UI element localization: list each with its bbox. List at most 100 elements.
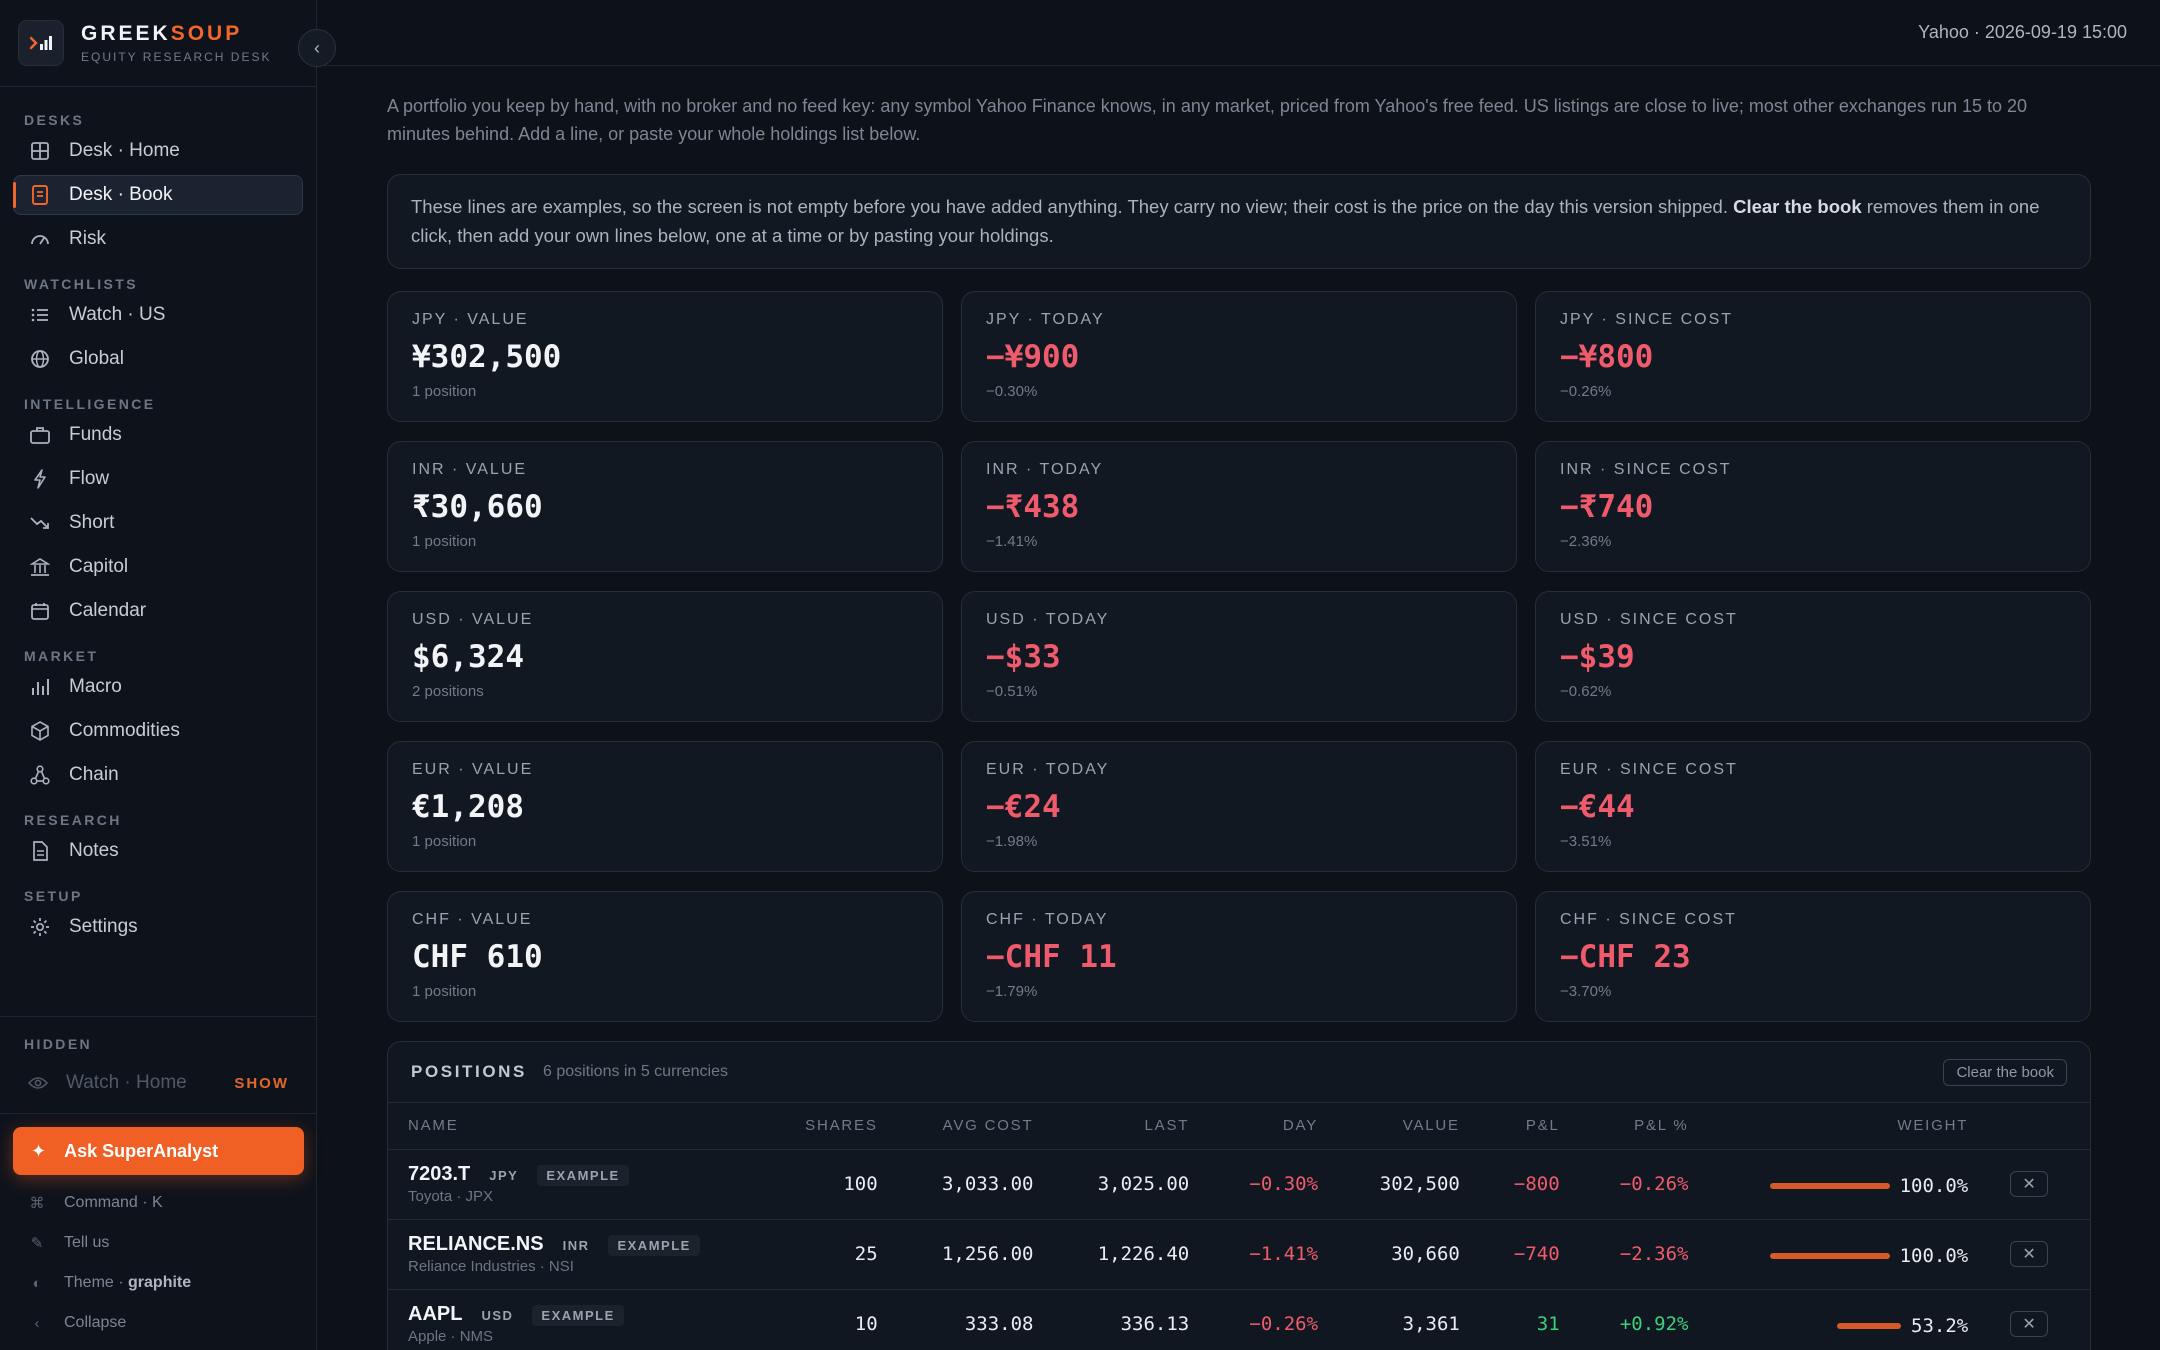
- summary-card: JPY · VALUE ¥302,500 1 position: [387, 291, 943, 422]
- brand-name: GREEKSOUP: [81, 22, 243, 45]
- sidebar-item-label: Watch · US: [69, 304, 166, 325]
- sidebar-item-settings[interactable]: Settings: [13, 907, 303, 947]
- sidebar-item-desk-home[interactable]: Desk · Home: [13, 131, 303, 171]
- card-value: −$33: [986, 639, 1061, 675]
- summary-card: INR · VALUE ₹30,660 1 position: [387, 441, 943, 572]
- clear-book-button[interactable]: Clear the book: [1943, 1058, 2067, 1086]
- sidebar-item-desk-book[interactable]: Desk · Book: [13, 175, 303, 215]
- summary-card: EUR · SINCE COST −€44 −3.51%: [1535, 741, 2091, 872]
- pnl-cell: −740: [1459, 1219, 1560, 1290]
- summary-card: INR · TODAY −₹438 −1.41%: [961, 441, 1517, 572]
- ask-superanalyst-button[interactable]: ✦ Ask SuperAnalyst: [13, 1127, 304, 1175]
- card-label: USD · VALUE: [412, 611, 534, 628]
- theme-button[interactable]: ◐ Theme · graphite: [0, 1263, 317, 1303]
- column-header[interactable]: DAY: [1189, 1103, 1319, 1150]
- card-value: −CHF 23: [1560, 939, 1691, 975]
- sidebar-item-notes[interactable]: Notes: [13, 831, 303, 871]
- column-header[interactable]: LAST: [1033, 1103, 1190, 1150]
- weight-cell: 100.0%: [1688, 1149, 1969, 1220]
- company-exchange: Toyota · JPX: [408, 1188, 494, 1205]
- gauge-icon: [29, 228, 51, 250]
- brand-header: GREEKSOUP EQUITY RESEARCH DESK ‹: [0, 0, 336, 87]
- pnl-pct-cell: −0.26%: [1559, 1149, 1689, 1220]
- card-subtext: 2 positions: [412, 683, 484, 700]
- table-row[interactable]: AAPL USD EXAMPLE Apple · NMS 10 333.08 336.13−…: [388, 1289, 2090, 1350]
- sidebar: GREEKSOUP EQUITY RESEARCH DESK ‹ DESKS D…: [0, 0, 336, 1350]
- remove-cell: ✕: [1968, 1149, 2090, 1220]
- sidebar-item-commodities[interactable]: Commodities: [13, 711, 303, 751]
- sidebar-item-capitol[interactable]: Capitol: [13, 547, 303, 587]
- card-label: INR · SINCE COST: [1560, 461, 1732, 478]
- sidebar-item-label: Calendar: [69, 600, 147, 621]
- card-label: USD · TODAY: [986, 611, 1110, 628]
- card-label: USD · SINCE COST: [1560, 611, 1738, 628]
- positions-count: 6 positions in 5 currencies: [542, 1063, 728, 1080]
- summary-card: USD · TODAY −$33 −0.51%: [961, 591, 1517, 722]
- sidebar-item-risk[interactable]: Risk: [13, 219, 303, 259]
- column-header[interactable]: AVG COST: [877, 1103, 1034, 1150]
- column-header[interactable]: P&L: [1459, 1103, 1560, 1150]
- ticker: 7203.T: [408, 1163, 471, 1185]
- card-subtext: −0.51%: [986, 683, 1038, 700]
- avg-cost-cell: 333.08: [877, 1289, 1034, 1350]
- summary-card: JPY · SINCE COST −¥800 −0.26%: [1535, 291, 2091, 422]
- card-subtext: 1 position: [412, 983, 477, 1000]
- nav-section-watchlists: WATCHLISTS: [24, 276, 138, 292]
- data-source-status: Yahoo · 2026-09-19 15:00: [1918, 22, 2127, 42]
- remove-cell: ✕: [1968, 1219, 2090, 1290]
- main-content: A portfolio you keep by hand, with no br…: [387, 66, 2091, 1350]
- show-hidden-button[interactable]: SHOW: [234, 1074, 289, 1092]
- column-header[interactable]: P&L %: [1559, 1103, 1689, 1150]
- column-header[interactable]: WEIGHT: [1688, 1103, 1969, 1150]
- table-row[interactable]: 7203.T JPY EXAMPLE Toyota · JPX 100 3,033.00 3…: [388, 1149, 2090, 1220]
- value-cell: 30,660: [1318, 1219, 1460, 1290]
- table-row[interactable]: RELIANCE.NS INR EXAMPLE Reliance Industries…: [388, 1219, 2090, 1290]
- pencil-icon: ✎: [30, 1235, 44, 1252]
- positions-header: POSITIONS 6 positions in 5 currencies Cl…: [388, 1042, 2090, 1103]
- sidebar-item-macro[interactable]: Macro: [13, 667, 303, 707]
- top-bar: Yahoo · 2026-09-19 15:00: [318, 0, 2160, 66]
- nav-section-market: MARKET: [24, 648, 99, 664]
- card-subtext: −1.98%: [986, 833, 1038, 850]
- cube-icon: [29, 720, 51, 742]
- sidebar-item-chain[interactable]: Chain: [13, 755, 303, 795]
- card-subtext: −3.51%: [1560, 833, 1612, 850]
- card-subtext: −0.26%: [1560, 383, 1612, 400]
- collapse-button[interactable]: ‹ Collapse: [0, 1303, 317, 1343]
- card-subtext: −0.62%: [1560, 683, 1612, 700]
- logo-icon[interactable]: [18, 20, 64, 66]
- sidebar-item-calendar[interactable]: Calendar: [13, 591, 303, 631]
- card-subtext: −2.36%: [1560, 533, 1612, 550]
- column-header[interactable]: VALUE: [1318, 1103, 1460, 1150]
- value-cell: 3,361: [1318, 1289, 1460, 1350]
- brand-subtitle: EQUITY RESEARCH DESK: [81, 50, 272, 64]
- company-exchange: Reliance Industries · NSI: [408, 1258, 574, 1275]
- sidebar-footer: ✦ Ask SuperAnalyst ⌘ Command · K ✎ Tell …: [0, 1113, 317, 1343]
- remove-position-button[interactable]: ✕: [2010, 1241, 2049, 1267]
- sidebar-item-label: Capitol: [69, 556, 129, 577]
- remove-position-button[interactable]: ✕: [2010, 1311, 2049, 1337]
- sidebar-item-flow[interactable]: Flow: [13, 459, 303, 499]
- card-value: $6,324: [412, 639, 524, 675]
- card-value: −₹740: [1560, 489, 1654, 525]
- avg-cost-cell: 3,033.00: [877, 1149, 1034, 1220]
- command-palette-button[interactable]: ⌘ Command · K: [0, 1183, 317, 1223]
- sidebar-item-short[interactable]: Short: [13, 503, 303, 543]
- sidebar-item-funds[interactable]: Funds: [13, 415, 303, 455]
- globe-icon: [29, 348, 51, 370]
- sidebar-item-global[interactable]: Global: [13, 339, 303, 379]
- column-header[interactable]: SHARES: [757, 1103, 878, 1150]
- feedback-button[interactable]: ✎ Tell us: [0, 1223, 317, 1263]
- day-change-cell: −1.41%: [1189, 1219, 1319, 1290]
- weight-value: 100.0%: [1899, 1174, 1969, 1197]
- summary-card: EUR · TODAY −€24 −1.98%: [961, 741, 1517, 872]
- remove-position-button[interactable]: ✕: [2010, 1171, 2049, 1197]
- landmark-icon: [29, 556, 51, 578]
- collapse-sidebar-button[interactable]: ‹: [298, 29, 336, 67]
- column-header[interactable]: NAME: [388, 1103, 758, 1150]
- positions-title: POSITIONS: [411, 1062, 527, 1081]
- sidebar-item-watch-us[interactable]: Watch · US: [13, 295, 303, 335]
- sidebar-item-label: Funds: [69, 424, 122, 445]
- card-subtext: −1.41%: [986, 533, 1038, 550]
- position-name-cell: RELIANCE.NS INR EXAMPLE Reliance Industries…: [388, 1219, 758, 1290]
